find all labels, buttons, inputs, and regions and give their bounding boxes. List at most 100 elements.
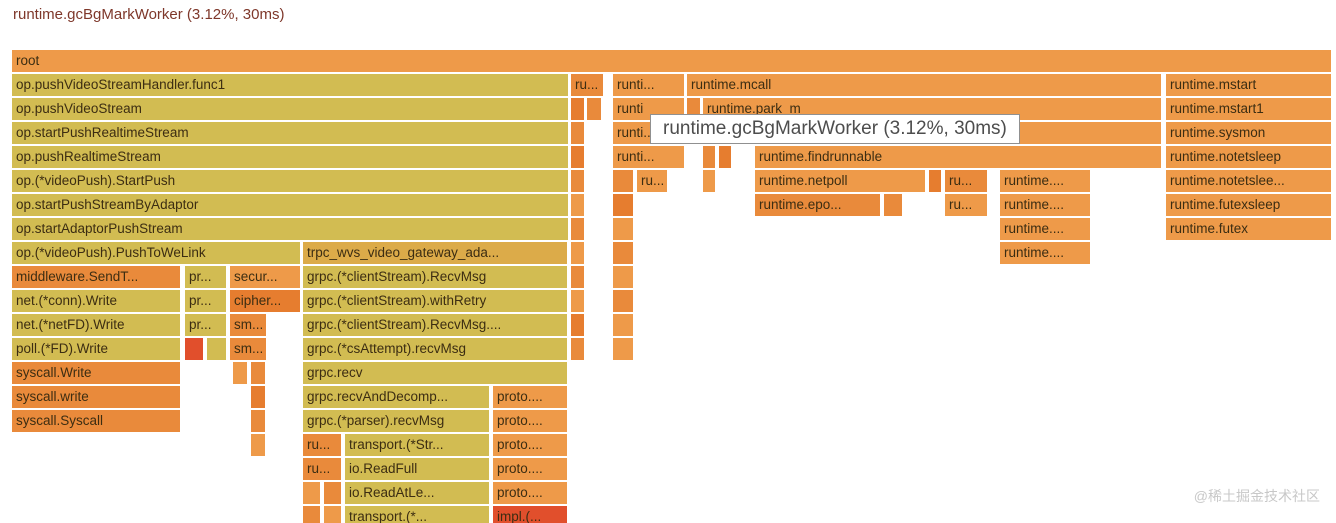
flame-frame-block[interactable] <box>703 146 715 168</box>
flame-frame-block[interactable] <box>571 338 584 360</box>
flame-frame-block[interactable] <box>571 290 584 312</box>
flame-frame[interactable]: grpc.(*clientStream).RecvMsg.... <box>303 314 567 336</box>
flame-frame[interactable]: net.(*conn).Write <box>12 290 180 312</box>
flame-frame-block[interactable] <box>613 290 633 312</box>
flame-frame[interactable]: cipher... <box>230 290 300 312</box>
flame-frame-block[interactable] <box>324 482 341 504</box>
flame-frame[interactable]: root <box>12 50 1331 72</box>
flame-frame[interactable]: op.(*videoPush).PushToWeLink <box>12 242 300 264</box>
flame-frame[interactable]: poll.(*FD).Write <box>12 338 180 360</box>
flame-frame[interactable]: impl.(... <box>493 506 567 523</box>
flame-frame[interactable]: runtime.... <box>1000 194 1090 216</box>
flame-frame[interactable]: proto.... <box>493 410 567 432</box>
flame-frame-block[interactable] <box>571 266 584 288</box>
flame-frame-block[interactable] <box>613 194 633 216</box>
flame-frame-block[interactable] <box>251 362 265 384</box>
flame-frame[interactable]: runtime.sysmon <box>1166 122 1331 144</box>
flame-frame[interactable]: op.pushRealtimeStream <box>12 146 568 168</box>
flame-frame-block[interactable] <box>571 146 584 168</box>
flame-frame[interactable]: io.ReadFull <box>345 458 489 480</box>
flame-frame[interactable]: middleware.SendT... <box>12 266 180 288</box>
flame-frame[interactable]: transport.(*Str... <box>345 434 489 456</box>
flame-frame-block[interactable] <box>571 194 584 216</box>
flame-frame-block[interactable] <box>571 170 584 192</box>
flame-frame-block[interactable] <box>251 386 265 408</box>
flame-frame[interactable]: proto.... <box>493 458 567 480</box>
flame-frame-block[interactable] <box>613 338 633 360</box>
flame-frame-block[interactable] <box>571 242 584 264</box>
flame-frame[interactable]: op.startPushRealtimeStream <box>12 122 568 144</box>
flame-frame-block[interactable] <box>613 242 633 264</box>
flame-frame-block[interactable] <box>587 98 601 120</box>
flame-frame[interactable]: trpc_wvs_video_gateway_ada... <box>303 242 567 264</box>
flame-frame[interactable]: grpc.recvAndDecomp... <box>303 386 489 408</box>
flame-frame[interactable]: sm... <box>230 338 266 360</box>
flame-frame[interactable]: proto.... <box>493 482 567 504</box>
flame-frame[interactable]: runtime.mstart <box>1166 74 1331 96</box>
flame-frame[interactable]: proto.... <box>493 434 567 456</box>
flame-frame-block[interactable] <box>571 218 584 240</box>
flame-frame-block[interactable] <box>251 434 265 456</box>
flame-frame[interactable]: syscall.Write <box>12 362 180 384</box>
flame-frame-block[interactable] <box>324 506 341 523</box>
flame-frame[interactable]: runtime.mcall <box>687 74 1161 96</box>
flame-frame[interactable]: op.(*videoPush).StartPush <box>12 170 568 192</box>
flame-frame[interactable]: ru... <box>303 458 341 480</box>
flame-frame[interactable]: runti... <box>613 146 684 168</box>
flame-frame[interactable]: ru... <box>571 74 603 96</box>
flame-frame-block[interactable] <box>929 170 941 192</box>
flame-frame-block[interactable] <box>719 146 731 168</box>
flame-frame[interactable]: op.startAdaptorPushStream <box>12 218 568 240</box>
flame-frame-block[interactable] <box>233 362 247 384</box>
flame-frame-block[interactable] <box>207 338 226 360</box>
flame-frame[interactable]: runtime.notetslee... <box>1166 170 1331 192</box>
flame-frame-block[interactable] <box>613 314 633 336</box>
flame-frame[interactable]: grpc.(*clientStream).withRetry <box>303 290 567 312</box>
flame-frame-block[interactable] <box>571 122 584 144</box>
flame-frame-block[interactable] <box>185 338 203 360</box>
flame-frame-block[interactable] <box>303 506 320 523</box>
flame-frame[interactable]: runtime.mstart1 <box>1166 98 1331 120</box>
flame-frame-block[interactable] <box>303 482 320 504</box>
flame-frame[interactable]: runtime.futexsleep <box>1166 194 1331 216</box>
flame-frame[interactable]: ru... <box>303 434 341 456</box>
flame-frame[interactable]: runtime.futex <box>1166 218 1331 240</box>
flame-frame[interactable]: runtime.... <box>1000 170 1090 192</box>
flame-frame[interactable]: ru... <box>637 170 667 192</box>
flame-frame[interactable]: syscall.Syscall <box>12 410 180 432</box>
flame-frame-block[interactable] <box>613 170 633 192</box>
flame-frame[interactable]: syscall.write <box>12 386 180 408</box>
flame-frame[interactable]: grpc.(*parser).recvMsg <box>303 410 489 432</box>
flame-frame[interactable]: net.(*netFD).Write <box>12 314 180 336</box>
flame-frame[interactable]: runtime.... <box>1000 218 1090 240</box>
flame-frame[interactable]: ru... <box>945 194 987 216</box>
flame-frame[interactable]: runtime.netpoll <box>755 170 925 192</box>
flame-frame-block[interactable] <box>571 98 584 120</box>
flame-frame[interactable]: runtime.... <box>1000 242 1090 264</box>
flame-frame[interactable]: sm... <box>230 314 266 336</box>
flame-frame[interactable]: secur... <box>230 266 300 288</box>
flame-frame[interactable]: pr... <box>185 314 226 336</box>
flame-frame-block[interactable] <box>703 170 715 192</box>
flame-frame-block[interactable] <box>251 410 265 432</box>
flame-frame[interactable]: op.pushVideoStreamHandler.func1 <box>12 74 568 96</box>
flame-frame[interactable]: transport.(*... <box>345 506 489 523</box>
flame-frame[interactable]: op.pushVideoStream <box>12 98 568 120</box>
flame-frame[interactable]: op.startPushStreamByAdaptor <box>12 194 568 216</box>
flame-frame-block[interactable] <box>884 194 902 216</box>
flame-frame[interactable]: runti... <box>613 74 684 96</box>
flame-frame[interactable]: runtime.notetsleep <box>1166 146 1331 168</box>
flame-frame[interactable]: pr... <box>185 290 226 312</box>
flame-frame[interactable]: grpc.recv <box>303 362 567 384</box>
flame-frame[interactable]: runtime.epo... <box>755 194 880 216</box>
flame-frame[interactable]: pr... <box>185 266 226 288</box>
flame-frame[interactable]: proto.... <box>493 386 567 408</box>
flame-frame[interactable]: runtime.findrunnable <box>755 146 1161 168</box>
flame-frame-block[interactable] <box>613 266 633 288</box>
flame-frame-block[interactable] <box>571 314 584 336</box>
flame-frame[interactable]: grpc.(*clientStream).RecvMsg <box>303 266 567 288</box>
flame-frame-block[interactable] <box>613 218 633 240</box>
flame-frame[interactable]: io.ReadAtLe... <box>345 482 489 504</box>
flame-frame[interactable]: ru... <box>945 170 987 192</box>
flame-frame[interactable]: grpc.(*csAttempt).recvMsg <box>303 338 567 360</box>
